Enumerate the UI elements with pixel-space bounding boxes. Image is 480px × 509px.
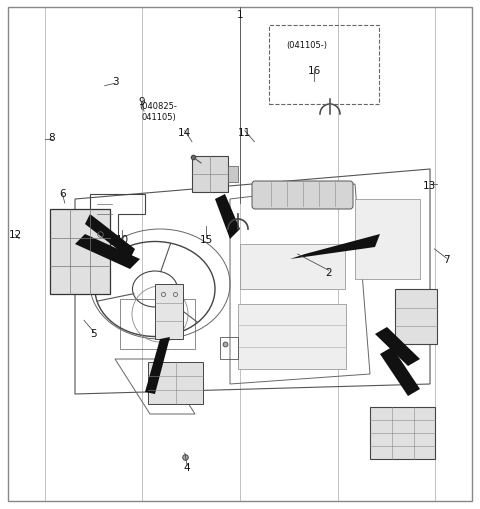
Bar bbox=[240, 244, 345, 290]
Text: 3: 3 bbox=[112, 76, 119, 87]
Bar bbox=[148, 362, 203, 404]
Text: 16: 16 bbox=[308, 66, 321, 76]
Text: (040825-
041105): (040825- 041105) bbox=[140, 102, 177, 122]
Bar bbox=[238, 304, 346, 369]
Text: (041105-): (041105-) bbox=[287, 41, 328, 50]
Polygon shape bbox=[290, 235, 380, 260]
Text: 2: 2 bbox=[325, 267, 332, 277]
Polygon shape bbox=[380, 347, 420, 396]
Text: 15: 15 bbox=[200, 234, 213, 244]
Text: 11: 11 bbox=[238, 127, 252, 137]
Polygon shape bbox=[75, 235, 140, 269]
Bar bbox=[220, 337, 238, 359]
Bar bbox=[192, 157, 228, 192]
Text: 9: 9 bbox=[138, 97, 145, 107]
Text: 12: 12 bbox=[9, 229, 22, 239]
Bar bbox=[269, 25, 379, 104]
Text: 8: 8 bbox=[48, 132, 55, 143]
Bar bbox=[370, 407, 435, 459]
Text: 1: 1 bbox=[237, 10, 243, 20]
Polygon shape bbox=[375, 327, 420, 366]
Text: 7: 7 bbox=[443, 254, 450, 265]
Text: 6: 6 bbox=[59, 188, 66, 199]
Bar bbox=[50, 210, 110, 294]
Bar bbox=[355, 200, 420, 279]
FancyBboxPatch shape bbox=[252, 182, 353, 210]
Bar bbox=[155, 285, 183, 340]
Bar bbox=[228, 166, 238, 183]
Polygon shape bbox=[85, 215, 135, 260]
Text: 5: 5 bbox=[90, 328, 97, 338]
Polygon shape bbox=[215, 194, 240, 240]
Bar bbox=[395, 290, 437, 344]
Text: 14: 14 bbox=[178, 127, 192, 137]
Text: 10: 10 bbox=[116, 234, 129, 244]
Polygon shape bbox=[145, 337, 170, 394]
Text: 13: 13 bbox=[423, 181, 436, 191]
Text: 4: 4 bbox=[184, 462, 191, 472]
